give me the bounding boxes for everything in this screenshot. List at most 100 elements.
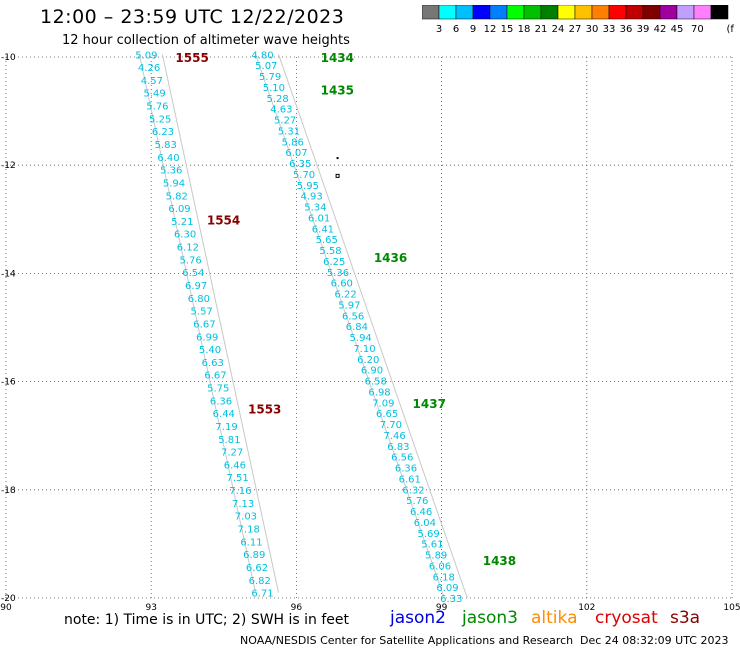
wave-height-value: 6.80 — [188, 294, 210, 305]
colorbar-label: 70 — [691, 24, 704, 35]
satellite-legend-jason2: jason2 — [390, 608, 446, 628]
track-edge-line — [138, 54, 257, 593]
x-tick-label: 90 — [0, 603, 12, 613]
wave-height-value: 7.16 — [229, 486, 251, 497]
wave-height-value: 6.46 — [410, 507, 432, 518]
colorbar-label: 36 — [620, 24, 633, 35]
colorbar-unit: (ft) — [726, 24, 734, 35]
wave-height-value: 5.97 — [338, 300, 360, 311]
wave-height-value: 7.19 — [215, 422, 237, 433]
wave-height-value: 5.31 — [278, 126, 300, 137]
x-tick-label: 99 — [436, 603, 448, 613]
y-tick-label: -18 — [1, 486, 16, 496]
wave-height-value: 6.65 — [376, 409, 398, 420]
wave-height-value: 6.04 — [414, 518, 436, 529]
island-mark — [336, 157, 339, 160]
wave-height-value: 5.61 — [421, 540, 443, 551]
wave-height-value: 6.09 — [436, 583, 458, 594]
island-mark — [335, 173, 340, 178]
colorbar-label: 39 — [637, 24, 650, 35]
wave-height-value: 6.30 — [174, 230, 196, 241]
wave-height-value: 6.90 — [361, 366, 383, 377]
satellite-legend-jason3: jason3 — [462, 608, 518, 628]
wave-height-value: 5.27 — [274, 116, 296, 127]
y-tick-label: -20 — [1, 594, 16, 604]
wave-height-value: 5.82 — [166, 191, 188, 202]
wave-height-value: 4.63 — [270, 105, 292, 116]
footer-timestamp: Dec 24 08:32:09 UTC 2023 — [580, 634, 729, 647]
colorbar-label: 15 — [501, 24, 514, 35]
wave-height-value: 5.76 — [179, 255, 201, 266]
colorbar-label: 18 — [518, 24, 531, 35]
wave-height-value: 5.95 — [297, 181, 319, 192]
wave-height-value: 5.94 — [163, 178, 185, 189]
wave-height-value: 5.83 — [155, 140, 177, 151]
wave-height-value: 7.10 — [353, 344, 375, 355]
footer-credit: NOAA/NESDIS Center for Satellite Applica… — [240, 634, 574, 647]
colorbar-label: 21 — [535, 24, 548, 35]
x-tick-label: 102 — [578, 603, 595, 613]
colorbar-label: 6 — [453, 24, 459, 35]
wave-height-value: 5.21 — [171, 217, 193, 228]
x-tick-label: 93 — [145, 603, 156, 613]
wave-height-value: 6.09 — [168, 204, 190, 215]
wave-height-value: 5.28 — [266, 94, 288, 105]
wave-height-value: 7.70 — [380, 420, 402, 431]
wave-height-value: 7.46 — [384, 431, 406, 442]
wave-height-value: 6.58 — [365, 377, 387, 388]
wave-height-value: 6.32 — [402, 485, 424, 496]
wave-height-value: 6.20 — [357, 355, 379, 366]
wave-height-value: 4.57 — [141, 76, 163, 87]
satellite-legend-s3a: s3a — [670, 608, 701, 628]
track-edge-line — [161, 54, 280, 593]
wave-height-value: 6.98 — [368, 387, 390, 398]
wave-height-value: 6.63 — [202, 358, 224, 369]
wave-height-value: 5.70 — [293, 170, 315, 181]
wave-height-value: 6.99 — [196, 332, 218, 343]
wave-height-value: 6.82 — [249, 576, 271, 587]
wave-height-value: 4.26 — [138, 63, 160, 74]
x-tick-label: 96 — [291, 603, 303, 613]
wave-height-value: 5.07 — [255, 61, 277, 72]
wave-height-value: 6.40 — [157, 153, 179, 164]
wave-height-value: 5.86 — [282, 137, 304, 148]
wave-height-value: 6.22 — [334, 290, 356, 301]
colorbar-label: 45 — [671, 24, 684, 35]
y-tick-label: -10 — [1, 53, 16, 63]
chart-subtitle: 12 hour collection of altimeter wave hei… — [62, 33, 350, 48]
wave-height-value: 5.40 — [199, 345, 221, 356]
wave-height-value: 5.76 — [406, 496, 428, 507]
wave-height-value: 6.67 — [204, 371, 226, 382]
wave-height-value: 6.46 — [224, 460, 246, 471]
wave-height-value: 5.94 — [350, 333, 372, 344]
wave-height-value: 5.25 — [149, 114, 171, 125]
wave-height-value: 6.56 — [391, 453, 413, 464]
colorbar-label: 30 — [586, 24, 599, 35]
colorbar-label: 9 — [470, 24, 476, 35]
pass-time-label: 1553 — [248, 403, 281, 417]
wave-height-value: 5.36 — [327, 268, 349, 279]
wave-height-value: 7.03 — [235, 512, 257, 523]
pass-time-label: 1436 — [374, 251, 407, 265]
wave-height-value: 6.44 — [213, 409, 235, 420]
wave-height-value: 6.12 — [177, 243, 199, 254]
wave-height-value: 6.23 — [152, 127, 174, 138]
pass-time-label: 1555 — [175, 51, 208, 65]
wave-height-value: 6.56 — [342, 311, 364, 322]
pass-time-label: 1437 — [413, 397, 446, 411]
wave-height-value: 6.71 — [251, 589, 273, 600]
wave-height-value: 5.75 — [207, 384, 229, 395]
wave-height-value: 6.62 — [246, 563, 268, 574]
track-edge-line — [255, 54, 445, 599]
wave-height-value: 7.18 — [238, 525, 260, 536]
satellite-legend-altika: altika — [531, 608, 578, 628]
wave-height-value: 5.49 — [144, 89, 166, 100]
colorbar-label: 42 — [654, 24, 667, 35]
y-tick-label: -16 — [1, 378, 16, 388]
satellite-legend-cryosat: cryosat — [595, 608, 658, 628]
wave-height-value: 6.54 — [182, 268, 204, 279]
pass-time-label: 1434 — [321, 51, 354, 65]
wave-height-value: 5.10 — [263, 83, 285, 94]
wave-height-value: 5.57 — [191, 307, 213, 318]
